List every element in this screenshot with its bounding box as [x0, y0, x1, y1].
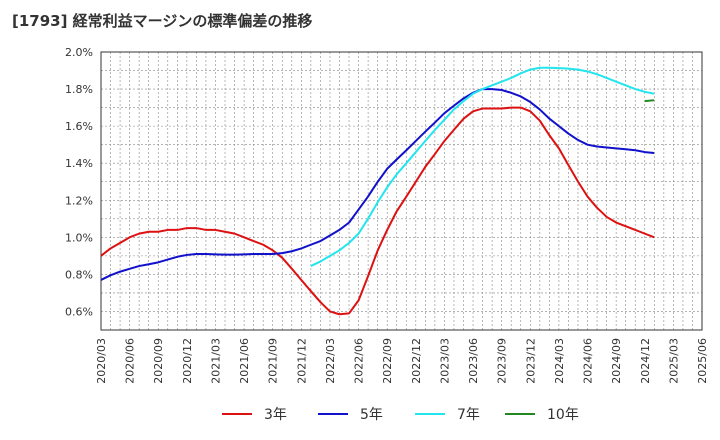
series-line-2: [100, 88, 655, 281]
x-tick-label: 2022/06: [353, 338, 366, 384]
x-tick-label: 2021/06: [238, 338, 251, 384]
x-tick-label: 2024/09: [610, 338, 623, 384]
x-tick-label: 2021/03: [209, 338, 222, 384]
legend-label-1: 3年: [264, 407, 287, 423]
series-line-1: [100, 106, 655, 316]
x-tick-label: 2023/03: [438, 338, 451, 384]
grid-layer: [100, 51, 703, 330]
series-line-4: [644, 99, 655, 103]
legend-label-4: 10年: [547, 407, 579, 423]
x-tick-label: 2023/12: [524, 338, 537, 384]
x-tick-label: 2022/03: [324, 338, 337, 384]
legend-label-2: 5年: [360, 407, 383, 423]
x-tick-label: 2024/03: [553, 338, 566, 384]
x-tick-label: 2021/12: [295, 338, 308, 384]
series-layer: [100, 66, 655, 316]
x-tick-label: 2020/06: [124, 338, 137, 384]
legend-label-3: 7年: [457, 407, 480, 423]
x-tick-label: 2024/06: [582, 338, 595, 384]
y-tick-label: 1.8%: [65, 83, 93, 96]
y-tick-label: 2.0%: [65, 46, 93, 59]
x-tick-label: 2023/09: [496, 338, 509, 384]
chart-title: [1793] 経常利益マージンの標準偏差の推移: [12, 12, 313, 30]
x-tick-label: 2020/03: [95, 338, 108, 384]
y-tick-label: 1.4%: [65, 157, 93, 170]
y-tick-label: 1.2%: [65, 194, 93, 207]
x-tick-label: 2020/09: [152, 338, 165, 384]
y-tick-label: 1.6%: [65, 120, 93, 133]
x-tick-label: 2022/09: [381, 338, 394, 384]
x-tick-label: 2025/06: [696, 338, 709, 384]
x-tick-label: 2023/06: [467, 338, 480, 384]
x-tick-label: 2022/12: [410, 338, 423, 384]
x-tick-label: 2025/03: [667, 338, 680, 384]
y-tick-label: 1.0%: [65, 231, 93, 244]
legend: 3年 5年 7年 10年: [222, 407, 579, 423]
y-tick-label: 0.6%: [65, 305, 93, 318]
plot-area: [101, 52, 702, 330]
axis-layer: 0.6% 0.8% 1.0% 1.2% 1.4% 1.6% 1.8% 2.0% 2020/03 2…: [65, 46, 709, 384]
x-tick-label: 2020/12: [181, 338, 194, 384]
series-line-3: [310, 66, 655, 267]
y-tick-label: 0.8%: [65, 268, 93, 281]
plot-border: [100, 51, 703, 331]
x-tick-label: 2021/09: [267, 338, 280, 384]
x-tick-label: 2024/12: [639, 338, 652, 384]
